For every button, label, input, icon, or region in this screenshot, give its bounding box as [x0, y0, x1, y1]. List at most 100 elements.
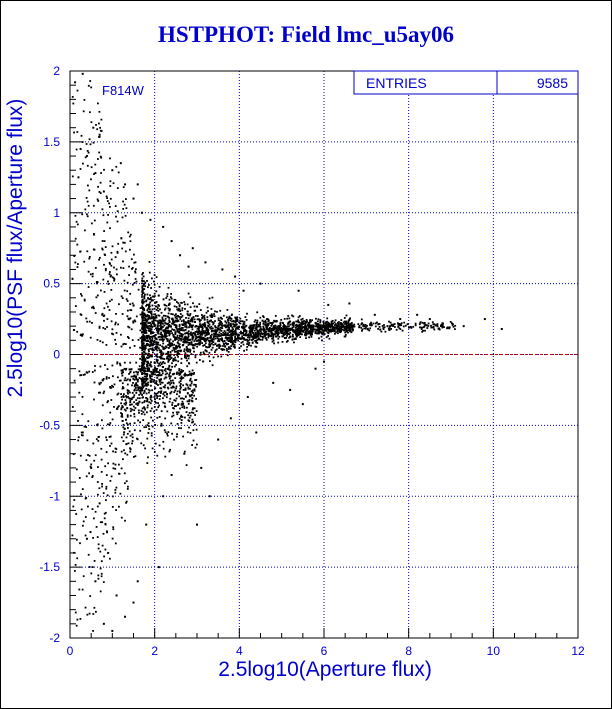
data-point [265, 325, 268, 328]
data-point [167, 361, 170, 363]
data-point [256, 330, 259, 333]
data-point [234, 335, 236, 338]
data-point [352, 325, 355, 328]
data-point [291, 338, 294, 341]
data-point [168, 309, 171, 312]
data-point [123, 342, 126, 345]
data-point [276, 329, 279, 331]
data-point [85, 317, 88, 320]
data-point [253, 329, 256, 332]
data-point [147, 432, 150, 434]
data-point [176, 308, 179, 311]
data-point [403, 321, 406, 324]
data-point [145, 426, 148, 428]
data-point [101, 313, 103, 316]
data-point [204, 335, 207, 337]
data-point [164, 315, 167, 317]
data-point [170, 313, 173, 315]
data-point [177, 302, 180, 305]
data-point [169, 351, 172, 353]
data-point [94, 267, 97, 269]
data-point [301, 326, 304, 329]
data-point [187, 321, 189, 324]
data-point [153, 292, 156, 295]
data-point [148, 364, 151, 367]
data-point [295, 320, 298, 323]
data-point [390, 324, 393, 327]
data-point [274, 335, 277, 338]
data-point [377, 328, 379, 330]
data-point [180, 333, 183, 335]
data-point [125, 207, 128, 210]
data-point [146, 367, 149, 370]
data-point [150, 384, 152, 387]
data-point [175, 397, 178, 400]
data-point [115, 215, 117, 218]
data-point [302, 326, 305, 328]
data-point [309, 324, 311, 327]
data-point [106, 401, 109, 404]
data-point [306, 324, 309, 327]
data-point [255, 327, 258, 329]
data-point [173, 386, 175, 389]
data-point [121, 297, 124, 299]
data-point [105, 439, 108, 441]
data-point [204, 349, 207, 352]
data-point [150, 342, 153, 345]
y-tick-label: -1.5 [39, 560, 60, 574]
data-point [129, 410, 132, 413]
data-point [185, 357, 188, 359]
data-point [339, 328, 342, 331]
data-point [106, 368, 109, 370]
data-point [451, 322, 453, 325]
data-point [151, 337, 154, 340]
data-point [187, 414, 190, 417]
data-point [97, 185, 99, 188]
data-point [176, 413, 179, 416]
data-point [180, 403, 183, 406]
data-point [90, 178, 92, 181]
data-point [145, 523, 148, 526]
data-point [141, 357, 144, 360]
data-point [156, 361, 159, 364]
data-point [230, 318, 233, 320]
data-point [367, 327, 369, 330]
data-point [180, 349, 183, 352]
data-point [143, 406, 145, 408]
data-point [314, 332, 317, 334]
data-point [245, 348, 248, 351]
data-point [183, 338, 185, 341]
axis-ticks: 0 2 4 6 8 10 12-2-1.5-1-0.500.511.52 [39, 64, 585, 658]
data-point [164, 386, 166, 389]
data-point [206, 338, 209, 341]
data-point [81, 431, 84, 434]
data-point [326, 317, 329, 320]
data-point [327, 324, 329, 327]
data-point [177, 404, 179, 406]
data-point [240, 330, 242, 333]
data-point [165, 297, 168, 299]
data-point [237, 326, 239, 329]
data-point [170, 390, 173, 393]
data-point [131, 433, 134, 436]
data-point [143, 390, 146, 392]
data-point [262, 323, 265, 325]
data-point [76, 89, 79, 92]
data-point [269, 334, 272, 337]
data-point [134, 261, 137, 264]
data-point [245, 334, 248, 337]
data-point [129, 447, 131, 450]
data-point [373, 313, 376, 316]
data-point [164, 373, 167, 376]
data-point [148, 350, 150, 353]
data-point [148, 298, 151, 301]
data-point [141, 302, 144, 305]
y-tick-label: 2 [53, 64, 60, 78]
data-point [260, 330, 262, 333]
data-point [178, 369, 181, 372]
data-point [250, 344, 252, 347]
data-point [150, 314, 153, 316]
data-point [184, 356, 186, 359]
data-point [204, 339, 206, 341]
data-point [232, 330, 235, 333]
